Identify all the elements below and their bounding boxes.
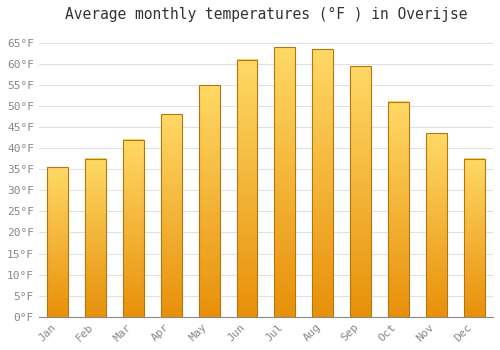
Bar <box>85 159 106 317</box>
Bar <box>236 60 258 317</box>
Bar <box>312 49 333 317</box>
Bar <box>388 102 409 317</box>
Bar <box>161 114 182 317</box>
Bar <box>426 133 446 317</box>
Bar <box>464 159 484 317</box>
Title: Average monthly temperatures (°F ) in Overijse: Average monthly temperatures (°F ) in Ov… <box>64 7 467 22</box>
Bar <box>350 66 371 317</box>
Bar <box>198 85 220 317</box>
Bar <box>48 167 68 317</box>
Bar <box>274 47 295 317</box>
Bar <box>123 140 144 317</box>
